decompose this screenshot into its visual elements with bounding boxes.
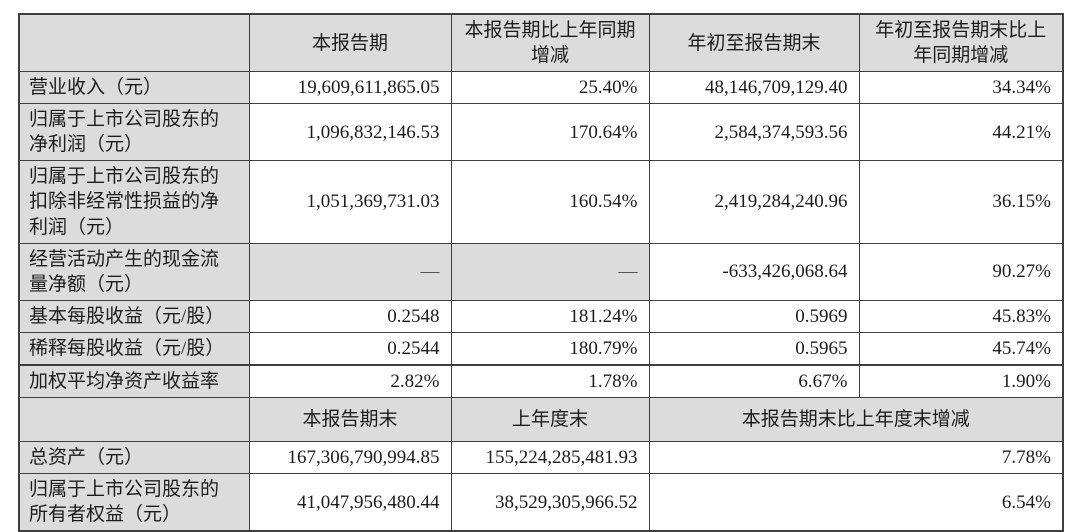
value-cell-empty-dash: — <box>450 242 650 301</box>
header-row-primary: 本报告期 本报告期比上年同期增减 年初至报告期末 年初至报告期末比上年同期增减 <box>18 13 1064 73</box>
table-row-net-profit-excl-nonrecurring: 归属于上市公司股东的扣除非经常性损益的净利润（元） 1,051,369,731.… <box>18 160 1064 244</box>
value-cell: 38,529,305,966.52 <box>450 473 650 532</box>
value-cell: 6.67% <box>648 363 860 399</box>
table-row-diluted-eps: 稀释每股收益（元/股） 0.2544 180.79% 0.5965 45.74% <box>18 331 1064 366</box>
value-cell-empty-dash: — <box>248 242 452 301</box>
value-cell: 34.34% <box>858 71 1064 105</box>
value-cell: 160.54% <box>450 160 650 244</box>
table-row-total-assets: 总资产（元） 167,306,790,994.85 155,224,285,48… <box>18 441 1064 475</box>
value-cell: 0.2544 <box>248 331 452 366</box>
value-cell: 45.83% <box>858 299 1064 333</box>
value-cell: 44.21% <box>858 103 1064 162</box>
table-row-operating-revenue: 营业收入（元） 19,609,611,865.05 25.40% 48,146,… <box>18 71 1064 105</box>
value-cell: 90.27% <box>858 242 1064 301</box>
value-cell: 0.5969 <box>648 299 860 333</box>
table-row-net-profit: 归属于上市公司股东的净利润（元） 1,096,832,146.53 170.64… <box>18 103 1064 162</box>
column-header-prior-year-end: 上年度末 <box>450 397 650 443</box>
value-cell: 36.15% <box>858 160 1064 244</box>
row-label: 营业收入（元） <box>18 71 250 105</box>
table-row-weighted-avg-roe: 加权平均净资产收益率 2.82% 1.78% 6.67% 1.90% <box>18 363 1064 399</box>
column-header-current-period: 本报告期 <box>248 13 452 73</box>
row-label: 归属于上市公司股东的净利润（元） <box>18 103 250 162</box>
value-cell: 155,224,285,481.93 <box>450 441 650 475</box>
value-cell: 0.2548 <box>248 299 452 333</box>
value-cell: 45.74% <box>858 331 1064 366</box>
value-cell: 1.90% <box>858 363 1064 399</box>
header-row-secondary: 本报告期末 上年度末 本报告期末比上年度末增减 <box>18 397 1064 443</box>
corner-cell <box>18 13 250 73</box>
value-cell: -633,426,068.64 <box>648 242 860 301</box>
column-header-ytd-vs-prior-year: 年初至报告期末比上年同期增减 <box>858 13 1064 73</box>
value-cell-change: 6.54% <box>648 473 1064 532</box>
financial-summary-table: 本报告期 本报告期比上年同期增减 年初至报告期末 年初至报告期末比上年同期增减 … <box>18 13 1064 532</box>
value-cell: 1,096,832,146.53 <box>248 103 452 162</box>
row-label: 稀释每股收益（元/股） <box>18 331 250 366</box>
value-cell: 2,584,374,593.56 <box>648 103 860 162</box>
row-label: 归属于上市公司股东的所有者权益（元） <box>18 473 250 532</box>
value-cell: 181.24% <box>450 299 650 333</box>
row-label: 经营活动产生的现金流量净额（元） <box>18 242 250 301</box>
report-page: 本报告期 本报告期比上年同期增减 年初至报告期末 年初至报告期末比上年同期增减 … <box>18 13 1064 532</box>
value-cell: 1.78% <box>450 363 650 399</box>
table-row-operating-cash-flow: 经营活动产生的现金流量净额（元） — — -633,426,068.64 90.… <box>18 242 1064 301</box>
value-cell: 2.82% <box>248 363 452 399</box>
row-label: 总资产（元） <box>18 441 250 475</box>
row-label: 基本每股收益（元/股） <box>18 299 250 333</box>
value-cell: 0.5965 <box>648 331 860 366</box>
column-header-current-vs-prior-year: 本报告期比上年同期增减 <box>450 13 650 73</box>
value-cell: 1,051,369,731.03 <box>248 160 452 244</box>
value-cell: 167,306,790,994.85 <box>248 441 452 475</box>
table-row-basic-eps: 基本每股收益（元/股） 0.2548 181.24% 0.5969 45.83% <box>18 299 1064 333</box>
corner-cell <box>18 397 250 443</box>
value-cell: 41,047,956,480.44 <box>248 473 452 532</box>
column-header-year-to-date: 年初至报告期末 <box>648 13 860 73</box>
row-label: 加权平均净资产收益率 <box>18 363 250 399</box>
value-cell: 2,419,284,240.96 <box>648 160 860 244</box>
column-header-period-end: 本报告期末 <box>248 397 452 443</box>
value-cell: 19,609,611,865.05 <box>248 71 452 105</box>
value-cell-change: 7.78% <box>648 441 1064 475</box>
column-header-period-end-vs-prior-year-end: 本报告期末比上年度末增减 <box>648 397 1064 443</box>
value-cell: 180.79% <box>450 331 650 366</box>
table-row-owners-equity: 归属于上市公司股东的所有者权益（元） 41,047,956,480.44 38,… <box>18 473 1064 532</box>
value-cell: 48,146,709,129.40 <box>648 71 860 105</box>
value-cell: 25.40% <box>450 71 650 105</box>
row-label: 归属于上市公司股东的扣除非经常性损益的净利润（元） <box>18 160 250 244</box>
value-cell: 170.64% <box>450 103 650 162</box>
